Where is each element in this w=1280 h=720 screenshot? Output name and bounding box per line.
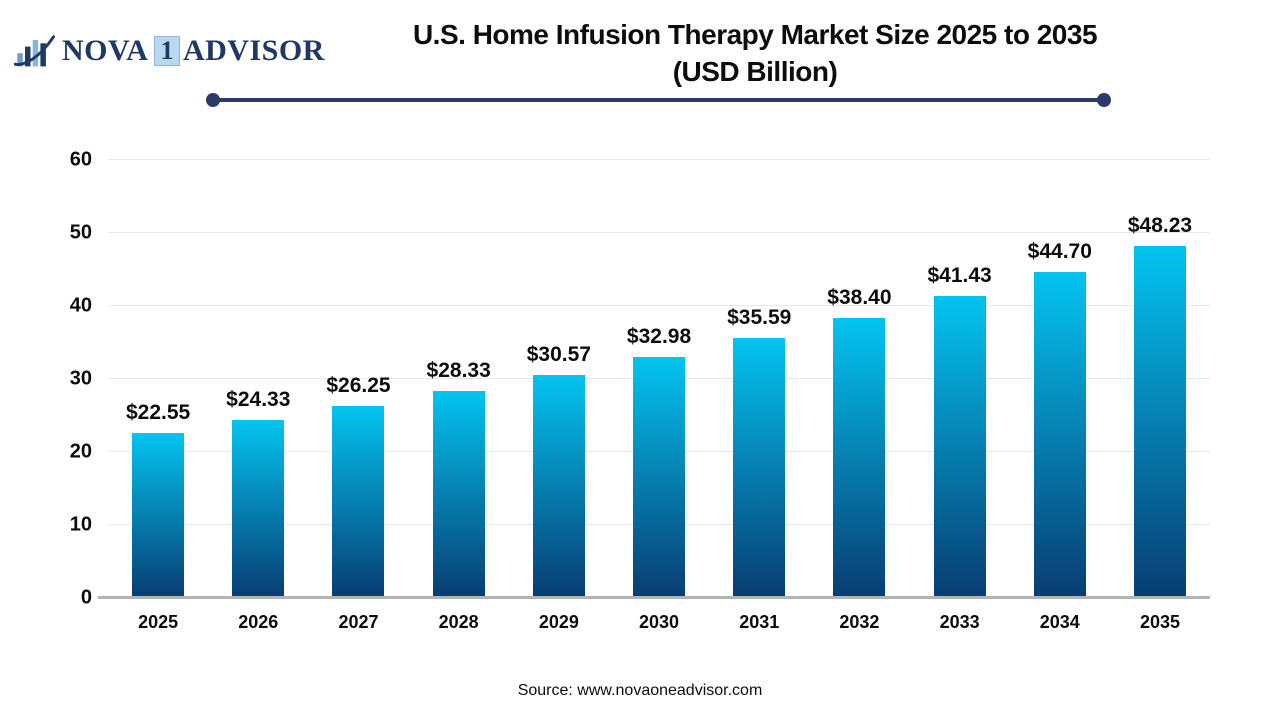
x-axis-label: 2031 xyxy=(739,612,780,632)
bar-value-label: $35.59 xyxy=(727,306,792,330)
bar xyxy=(733,338,786,598)
gridline xyxy=(108,159,1210,160)
logo-one-badge: 1 xyxy=(154,36,180,66)
x-axis-line xyxy=(98,596,1210,599)
bar-value-label: $30.57 xyxy=(526,342,591,366)
gridline xyxy=(108,232,1210,233)
bar xyxy=(633,357,686,598)
bar-group-2033: $41.43 2033 xyxy=(910,160,1010,632)
x-axis-label: 2029 xyxy=(538,612,579,632)
bar xyxy=(132,433,185,598)
bar-group-2034: $44.70 2034 xyxy=(1010,160,1110,632)
bar-value-label: $38.40 xyxy=(827,285,892,309)
bar-group-2035: $48.23 2035 xyxy=(1110,160,1210,632)
bar xyxy=(833,317,886,598)
bar xyxy=(432,391,485,598)
bar-group-2032: $38.40 2032 xyxy=(809,160,909,632)
chart-title: U.S. Home Infusion Therapy Market Size 2… xyxy=(412,19,1098,50)
title-underline-rule xyxy=(206,93,1111,107)
bar-group-2026: $24.33 2026 xyxy=(208,160,308,632)
logo-wordmark: NOVA 1 ADVISOR xyxy=(62,34,325,68)
bar xyxy=(532,374,585,598)
x-axis-label: 2026 xyxy=(238,612,279,632)
bar xyxy=(332,406,385,598)
bar xyxy=(232,420,285,598)
bar xyxy=(1133,245,1186,598)
bar-group-2029: $30.57 2029 xyxy=(509,160,609,632)
x-axis-label: 2030 xyxy=(639,612,680,632)
source-attribution: Source: www.novaoneadvisor.com xyxy=(517,682,763,699)
bar xyxy=(933,295,986,598)
x-axis-label: 2034 xyxy=(1039,612,1080,632)
y-axis-tick-label: 20 xyxy=(69,440,92,463)
bar-group-2030: $32.98 2030 xyxy=(609,160,709,632)
logo-advisor-text: ADVISOR xyxy=(182,34,325,67)
bar-value-label: $41.43 xyxy=(927,263,992,287)
x-axis-label: 2028 xyxy=(438,612,479,632)
bar-group-2031: $35.59 2031 xyxy=(709,160,809,632)
bar xyxy=(1033,271,1086,598)
x-axis-label: 2033 xyxy=(939,612,980,632)
bar-group-2025: $22.55 2025 xyxy=(108,160,208,632)
bar-chart-logo-icon xyxy=(14,35,56,67)
y-axis-tick-label: 30 xyxy=(69,367,92,390)
x-axis-label: 2032 xyxy=(839,612,880,632)
bar-value-label: $26.25 xyxy=(326,374,391,398)
y-axis-tick-label: 40 xyxy=(69,294,92,317)
chart-subtitle: (USD Billion) xyxy=(672,56,838,87)
y-axis-tick-label: 10 xyxy=(69,513,92,536)
bar-chart-plot-area: $22.55 2025 $24.33 2026 $26.25 2027 $28.33 2028… xyxy=(70,149,1210,632)
bar-group-2027: $26.25 2027 xyxy=(308,160,408,632)
gridline xyxy=(108,305,1210,307)
bar-value-label: $48.23 xyxy=(1127,213,1193,237)
nova-one-advisor-logo: NOVA 1 ADVISOR xyxy=(14,32,325,70)
bar-value-label: $24.33 xyxy=(226,388,291,412)
x-axis-label: 2027 xyxy=(338,612,379,632)
bar-value-label: $32.98 xyxy=(626,325,692,349)
bar-value-label: $44.70 xyxy=(1027,239,1092,263)
logo-nova-text: NOVA xyxy=(62,34,149,67)
bar-value-label: $28.33 xyxy=(426,359,491,383)
bars-container: $22.55 2025 $24.33 2026 $26.25 2027 $28.33 2028… xyxy=(108,160,1210,632)
y-axis-tick-label: 50 xyxy=(69,221,92,244)
x-axis-label: 2035 xyxy=(1139,612,1180,632)
y-axis-tick-label: 0 xyxy=(80,586,92,609)
x-axis-label: 2025 xyxy=(138,612,179,632)
chart-title-block: U.S. Home Infusion Therapy Market Size 2… xyxy=(280,16,1230,90)
bar-value-label: $22.55 xyxy=(125,401,191,425)
bar-group-2028: $28.33 2028 xyxy=(409,160,509,632)
y-axis-tick-label: 60 xyxy=(69,148,92,171)
